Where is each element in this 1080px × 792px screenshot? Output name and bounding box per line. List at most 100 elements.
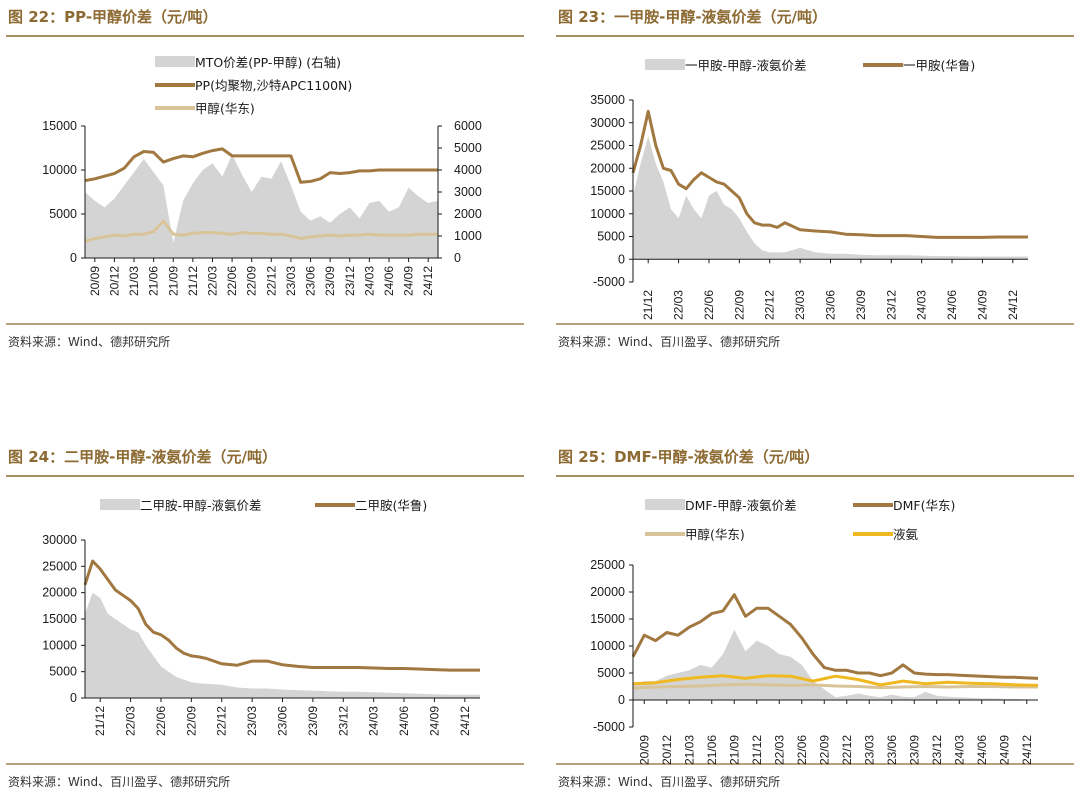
x-tick-label: 24/03 [915, 290, 929, 320]
x-tick-label: 21/03 [127, 266, 141, 296]
legend-swatch-area [645, 499, 685, 510]
y-tick-label: 10000 [590, 207, 625, 221]
x-tick-label: 23/09 [323, 266, 337, 296]
y-tick-label: 20000 [590, 585, 625, 599]
x-tick-label: 23/12 [930, 735, 944, 765]
y-tick-label: 15000 [590, 184, 625, 198]
legend-label: 二甲胺-甲醇-液氨价差 [140, 498, 262, 513]
x-tick-label: 22/03 [124, 706, 138, 736]
chart-title: 图 23：一甲胺-甲醇-液氨价差（元/吨） [558, 8, 827, 26]
x-tick-label: 24/03 [952, 735, 966, 765]
x-tick-label: 21/09 [727, 735, 741, 765]
legend-label: 甲醇(华东) [685, 527, 745, 542]
legend-swatch-area [155, 56, 195, 67]
chart-4: 图 25：DMF-甲醇-液氨价差（元/吨） 资料来源：Wind、百川盈孚、德邦研究… [556, 448, 1074, 789]
series-line-2 [631, 109, 1028, 239]
x-tick-label: 22/12 [264, 266, 278, 296]
x-tick-label: 21/12 [186, 266, 200, 296]
x-tick-label: 21/06 [147, 266, 161, 296]
x-tick-label: 23/03 [245, 706, 259, 736]
chart-2: 图 23：一甲胺-甲醇-液氨价差（元/吨） 资料来源：Wind、百川盈孚、德邦研究… [556, 8, 1074, 349]
x-tick-label: 24/12 [1020, 735, 1034, 765]
x-tick-label: 24/12 [421, 266, 435, 296]
y2-tick-label: 5000 [454, 141, 482, 155]
legend-label: DMF-甲醇-液氨价差 [685, 498, 797, 513]
x-tick-label: 24/06 [945, 290, 959, 320]
y-tick-label: 20000 [42, 586, 77, 600]
x-tick-label: 24/09 [975, 290, 989, 320]
y-tick-label: 15000 [42, 612, 77, 626]
x-tick-label: 21/12 [93, 706, 107, 736]
x-tick-label: 24/09 [427, 706, 441, 736]
x-tick-label: 24/12 [458, 706, 472, 736]
x-tick-label: 24/09 [402, 266, 416, 296]
x-tick-label: 22/09 [184, 706, 198, 736]
series-line-2 [83, 559, 480, 672]
x-tick-label: 21/12 [750, 735, 764, 765]
x-tick-label: 23/03 [284, 266, 298, 296]
y-tick-label: 25000 [590, 139, 625, 153]
series-area-1 [633, 629, 1038, 700]
x-tick-label: 22/09 [245, 266, 259, 296]
legend-swatch-area [645, 59, 685, 70]
legend-label: MTO价差(PP-甲醇) (右轴) [195, 55, 341, 70]
y-tick-label: 15000 [42, 119, 77, 133]
x-tick-label: 22/03 [772, 735, 786, 765]
legend-label: PP(均聚物,沙特APC1100N) [195, 78, 352, 93]
y-tick-label: 35000 [590, 93, 625, 107]
x-tick-label: 22/06 [702, 290, 716, 320]
x-tick-label: 23/09 [306, 706, 320, 736]
chart-title: 图 25：DMF-甲醇-液氨价差（元/吨） [558, 448, 819, 466]
x-tick-label: 20/09 [637, 735, 651, 765]
source-note: 资料来源：Wind、百川盈孚、德邦研究所 [558, 334, 780, 349]
source-note: 资料来源：Wind、百川盈孚、德邦研究所 [558, 774, 780, 789]
y2-tick-label: 6000 [454, 119, 482, 133]
y-tick-label: 5000 [597, 666, 625, 680]
x-tick-label: 24/06 [397, 706, 411, 736]
y-tick-label: 5000 [49, 207, 77, 221]
x-tick-label: 22/03 [205, 266, 219, 296]
x-tick-label: 22/09 [732, 290, 746, 320]
legend-label: DMF(华东) [893, 498, 955, 513]
y2-tick-label: 2000 [454, 207, 482, 221]
chart-title: 图 22：PP-甲醇价差（元/吨） [8, 8, 218, 26]
y2-tick-label: 0 [454, 251, 461, 265]
x-tick-label: 24/03 [367, 706, 381, 736]
series-line-4 [632, 674, 1039, 687]
x-tick-label: 24/06 [975, 735, 989, 765]
x-tick-label: 21/03 [682, 735, 696, 765]
legend-label: 甲醇(华东) [195, 101, 255, 116]
series-area-1 [85, 154, 438, 258]
x-tick-label: 20/09 [88, 266, 102, 296]
chart-3: 图 24：二甲胺-甲醇-液氨价差（元/吨） 资料来源：Wind、百川盈孚、德邦研究… [6, 448, 524, 789]
y-tick-label: 30000 [42, 533, 77, 547]
y2-tick-label: 3000 [454, 185, 482, 199]
x-tick-label: 23/03 [862, 735, 876, 765]
series-line-2 [631, 593, 1039, 680]
x-tick-label: 23/06 [885, 735, 899, 765]
x-tick-label: 24/09 [997, 735, 1011, 765]
series-line-3 [84, 219, 438, 243]
x-tick-label: 23/09 [854, 290, 868, 320]
x-tick-label: 21/12 [641, 290, 655, 320]
chart-title: 图 24：二甲胺-甲醇-液氨价差（元/吨） [8, 448, 277, 466]
x-tick-label: 22/09 [817, 735, 831, 765]
y-tick-label: 15000 [590, 612, 625, 626]
series-line-3 [632, 682, 1038, 690]
legend-label: 一甲胺-甲醇-液氨价差 [685, 58, 807, 73]
x-tick-label: 24/12 [1006, 290, 1020, 320]
x-tick-label: 22/03 [672, 290, 686, 320]
y-tick-label: 5000 [49, 665, 77, 679]
source-note: 资料来源：Wind、德邦研究所 [8, 334, 170, 349]
x-tick-label: 22/12 [215, 706, 229, 736]
y2-tick-label: 4000 [454, 163, 482, 177]
x-tick-label: 21/06 [705, 735, 719, 765]
x-tick-label: 23/12 [884, 290, 898, 320]
y-tick-label: 5000 [597, 230, 625, 244]
legend-label: 二甲胺(华鲁) [355, 498, 427, 513]
x-tick-label: 23/06 [304, 266, 318, 296]
legend-label: 一甲胺(华鲁) [903, 58, 975, 73]
x-tick-label: 23/12 [343, 266, 357, 296]
y-tick-label: 25000 [42, 559, 77, 573]
